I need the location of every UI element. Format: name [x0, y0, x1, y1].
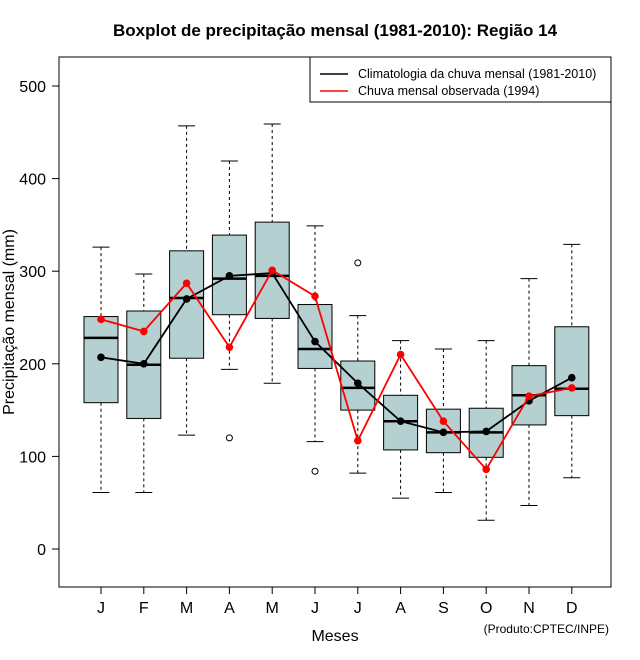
series-point: [568, 384, 576, 392]
series-point: [525, 392, 533, 401]
legend-box: [309, 56, 612, 103]
x-tick-label: A: [224, 600, 235, 617]
series-point: [140, 360, 148, 368]
series-point: [311, 292, 319, 301]
series-point: [354, 379, 362, 388]
y-axis-label: Precipitação mensal (mm): [1, 229, 18, 415]
x-tick-label: J: [97, 600, 105, 617]
x-tick-label: O: [480, 600, 492, 617]
series-line: [100, 272, 573, 434]
outlier-point: [225, 434, 233, 442]
box-6: [297, 225, 333, 475]
x-tick-label: A: [395, 600, 406, 617]
box-3: [169, 125, 205, 436]
series-point: [568, 373, 576, 382]
x-tick-label: N: [523, 600, 535, 617]
series-1: [97, 269, 576, 437]
series-point: [182, 295, 191, 303]
x-tick-label: F: [139, 600, 149, 617]
outlier-point: [311, 467, 319, 475]
outlier-point: [354, 259, 362, 267]
series-point: [97, 315, 105, 324]
x-tick-label: M: [180, 600, 193, 617]
box-iqr: [297, 304, 333, 369]
y-tick-label: 200: [19, 357, 46, 374]
x-tick-label: S: [438, 600, 449, 617]
legend-label-observed: Chuva mensal observada (1994): [358, 84, 539, 98]
y-tick-label: 400: [19, 172, 46, 189]
series-point: [396, 350, 405, 359]
y-axis: 0 100 200 300 400 500: [19, 79, 60, 559]
series-point: [225, 343, 234, 351]
x-tick-label: J: [354, 600, 362, 617]
series-point: [439, 428, 448, 437]
x-tick-label: J: [311, 600, 319, 617]
y-tick-label: 500: [19, 79, 46, 96]
box-4: [211, 160, 247, 442]
series-2: [97, 266, 576, 474]
x-tick-label: M: [266, 600, 279, 617]
series-point: [439, 417, 448, 426]
y-tick-label: 0: [37, 542, 46, 559]
chart-title: Boxplot de precipitação mensal (1981-201…: [113, 21, 558, 40]
series-point: [396, 417, 405, 426]
series-point: [225, 272, 234, 280]
series-point: [97, 353, 105, 362]
box-12: [554, 243, 590, 479]
box-5: [254, 123, 290, 384]
series-point: [182, 279, 191, 288]
legend: Climatologia da chuva mensal (1981-2010)…: [309, 56, 612, 103]
box-11: [511, 278, 547, 506]
box-1: [83, 246, 119, 494]
series-lines: [97, 266, 576, 474]
boxes: [83, 123, 590, 521]
box-2: [126, 273, 162, 494]
credit-text: (Produto:CPTEC/INPE): [484, 622, 609, 636]
series-point: [354, 436, 362, 445]
box-iqr: [554, 326, 590, 417]
series-point: [482, 427, 491, 436]
series-point: [482, 465, 491, 474]
x-tick-label: D: [566, 600, 578, 617]
legend-label-climatology: Climatologia da chuva mensal (1981-2010): [358, 67, 596, 81]
series-point: [140, 327, 148, 336]
series-line: [100, 269, 572, 471]
series-point: [268, 266, 277, 275]
series-point: [311, 337, 319, 346]
y-tick-label: 100: [19, 449, 46, 466]
x-axis-label: Meses: [311, 628, 358, 645]
y-tick-label: 300: [19, 264, 46, 281]
box-iqr: [169, 250, 205, 359]
